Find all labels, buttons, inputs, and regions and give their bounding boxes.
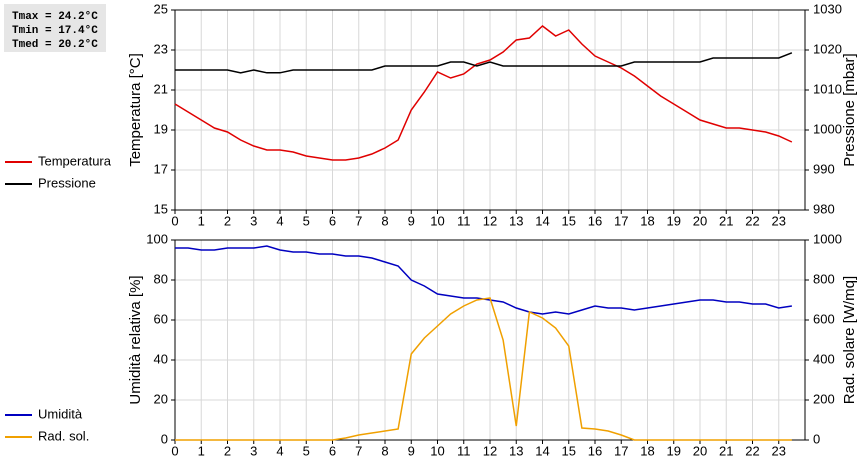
plot-frame	[174, 9, 806, 211]
x-tick-label: 8	[381, 443, 388, 458]
x-tick-label: 11	[457, 443, 471, 458]
legend-label: Temperatura	[38, 153, 112, 168]
y-tick-label: 15	[154, 201, 168, 216]
y2-tick-label: 1020	[813, 41, 842, 56]
legend-label: Rad. sol.	[38, 428, 89, 443]
x-tick-label: 1	[198, 443, 205, 458]
y-tick-label: 23	[154, 41, 168, 56]
x-tick-label: 21	[719, 443, 733, 458]
y-tick-label: 0	[161, 431, 168, 446]
y-axis-label: Temperatura [°C]	[127, 53, 144, 167]
y2-tick-label: 1010	[813, 81, 842, 96]
y2-tick-label: 200	[813, 391, 835, 406]
stat-tmin: Tmin = 17.4°C	[12, 25, 98, 37]
y2-axis-label: Pressione [mbar]	[841, 53, 858, 166]
y-tick-label: 19	[154, 121, 168, 136]
x-tick-label: 17	[614, 213, 628, 228]
x-tick-label: 23	[772, 213, 786, 228]
x-tick-label: 20	[693, 213, 707, 228]
x-tick-label: 1	[198, 213, 205, 228]
x-tick-label: 5	[303, 443, 310, 458]
x-tick-label: 22	[745, 443, 759, 458]
y2-tick-label: 1000	[813, 231, 842, 246]
stat-tmax: Tmax = 24.2°C	[12, 11, 98, 23]
x-tick-label: 14	[535, 443, 549, 458]
x-tick-label: 16	[588, 213, 602, 228]
x-tick-label: 5	[303, 213, 310, 228]
x-tick-label: 15	[562, 213, 576, 228]
x-tick-label: 7	[355, 213, 362, 228]
x-tick-label: 10	[430, 443, 444, 458]
y-tick-label: 21	[154, 81, 168, 96]
stats-box	[4, 4, 106, 52]
y2-tick-label: 600	[813, 311, 835, 326]
x-tick-label: 0	[171, 213, 178, 228]
y-axis-label: Umidità relativa [%]	[127, 275, 144, 404]
x-tick-label: 15	[562, 443, 576, 458]
x-tick-label: 4	[276, 443, 283, 458]
x-tick-label: 2	[224, 213, 231, 228]
y-tick-label: 40	[154, 351, 168, 366]
x-tick-label: 7	[355, 443, 362, 458]
y-tick-label: 80	[154, 271, 168, 286]
legend-label: Pressione	[38, 175, 96, 190]
x-tick-label: 10	[430, 213, 444, 228]
x-tick-label: 9	[408, 443, 415, 458]
x-tick-label: 18	[640, 213, 654, 228]
x-tick-label: 17	[614, 443, 628, 458]
y2-tick-label: 980	[813, 201, 835, 216]
series-line	[175, 52, 793, 74]
x-tick-label: 12	[483, 213, 497, 228]
series-line	[175, 297, 792, 441]
legend-label: Umidità	[38, 406, 83, 421]
x-tick-label: 20	[693, 443, 707, 458]
x-tick-label: 13	[509, 213, 523, 228]
x-tick-label: 18	[640, 443, 654, 458]
x-tick-label: 11	[457, 213, 471, 228]
x-tick-label: 19	[667, 213, 681, 228]
y2-tick-label: 1030	[813, 1, 842, 16]
x-tick-label: 3	[250, 443, 257, 458]
stat-tmed: Tmed = 20.2°C	[12, 39, 98, 51]
x-tick-label: 19	[667, 443, 681, 458]
plot-frame	[174, 239, 806, 441]
x-tick-label: 4	[276, 213, 283, 228]
x-tick-label: 0	[171, 443, 178, 458]
y-tick-label: 17	[154, 161, 168, 176]
y-tick-label: 20	[154, 391, 168, 406]
x-tick-label: 23	[772, 443, 786, 458]
y2-tick-label: 400	[813, 351, 835, 366]
x-tick-label: 22	[745, 213, 759, 228]
x-tick-label: 9	[408, 213, 415, 228]
y-tick-label: 100	[146, 231, 168, 246]
y2-tick-label: 800	[813, 271, 835, 286]
y-tick-label: 25	[154, 1, 168, 16]
x-tick-label: 6	[329, 213, 336, 228]
y-tick-label: 60	[154, 311, 168, 326]
y2-tick-label: 990	[813, 161, 835, 176]
x-tick-label: 21	[719, 213, 733, 228]
series-line	[174, 25, 793, 161]
x-tick-label: 16	[588, 443, 602, 458]
y2-tick-label: 0	[813, 431, 820, 446]
x-tick-label: 13	[509, 443, 523, 458]
x-tick-label: 6	[329, 443, 336, 458]
x-tick-label: 8	[381, 213, 388, 228]
x-tick-label: 3	[250, 213, 257, 228]
y2-tick-label: 1000	[813, 121, 842, 136]
x-tick-label: 12	[483, 443, 497, 458]
x-tick-label: 2	[224, 443, 231, 458]
x-tick-label: 14	[535, 213, 549, 228]
y2-axis-label: Rad. solare [W/mq]	[841, 276, 858, 404]
